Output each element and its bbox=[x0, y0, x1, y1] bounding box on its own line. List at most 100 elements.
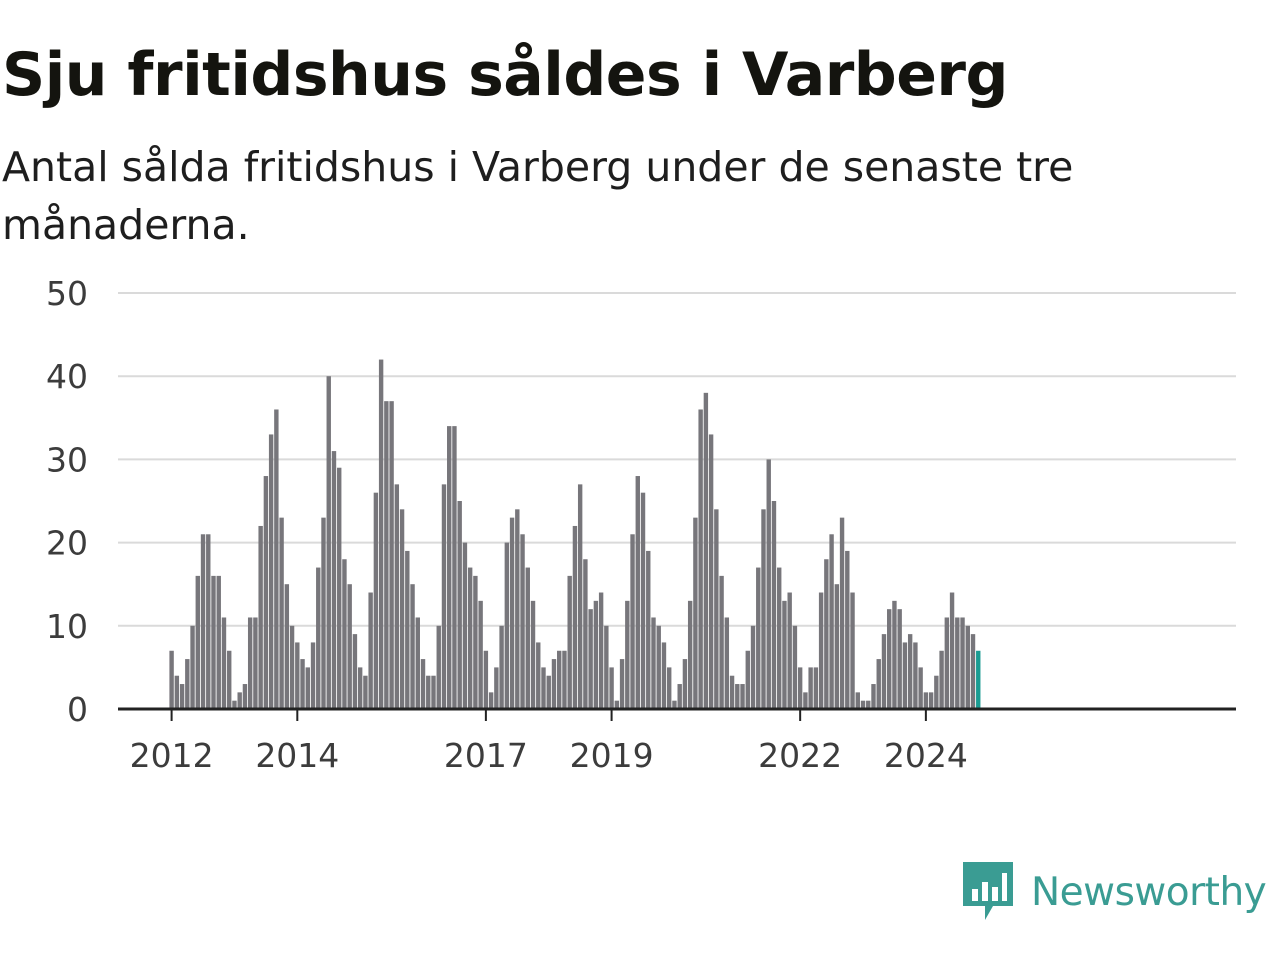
bar bbox=[598, 592, 604, 709]
y-tick-label: 0 bbox=[67, 690, 88, 729]
bar bbox=[399, 509, 405, 709]
bar bbox=[389, 401, 394, 709]
axes bbox=[118, 707, 1236, 721]
bar bbox=[871, 684, 876, 709]
x-tick-label: 2017 bbox=[444, 736, 528, 775]
bar bbox=[682, 659, 688, 709]
bar bbox=[703, 392, 709, 709]
bar bbox=[279, 517, 284, 709]
bar bbox=[881, 634, 887, 709]
bar bbox=[410, 584, 415, 709]
bar bbox=[221, 617, 227, 709]
y-tick-label: 30 bbox=[46, 440, 88, 479]
bar bbox=[331, 451, 337, 709]
x-tick-label: 2024 bbox=[884, 736, 968, 775]
bar bbox=[295, 642, 300, 709]
bar bbox=[619, 659, 625, 709]
bar bbox=[918, 667, 923, 709]
bar bbox=[426, 675, 431, 709]
bar bbox=[672, 700, 677, 709]
bar bbox=[530, 600, 536, 709]
bars bbox=[169, 359, 981, 709]
bar bbox=[300, 659, 305, 709]
bar bbox=[525, 567, 530, 709]
bar bbox=[326, 376, 331, 709]
bar bbox=[310, 642, 316, 709]
bar bbox=[321, 517, 326, 709]
bar bbox=[845, 550, 850, 709]
bar bbox=[462, 542, 468, 709]
bar bbox=[803, 692, 808, 709]
bar bbox=[593, 600, 599, 709]
bar bbox=[939, 650, 944, 709]
bar bbox=[892, 600, 897, 709]
bar bbox=[483, 650, 489, 709]
bar bbox=[766, 459, 771, 709]
y-tick-label: 10 bbox=[46, 607, 88, 646]
bar bbox=[337, 467, 342, 709]
bar bbox=[934, 675, 939, 709]
y-tick-label: 40 bbox=[46, 357, 88, 396]
bar bbox=[761, 509, 766, 709]
bar bbox=[268, 434, 274, 709]
bar bbox=[206, 534, 211, 709]
bar bbox=[787, 592, 792, 709]
bar bbox=[415, 617, 420, 709]
value-label-last: 7 bbox=[980, 260, 1001, 268]
bar bbox=[866, 700, 871, 709]
bar bbox=[305, 667, 310, 709]
bar bbox=[431, 675, 436, 709]
bar bbox=[724, 617, 730, 709]
bar bbox=[378, 359, 384, 709]
bar bbox=[174, 675, 180, 709]
bar bbox=[756, 567, 761, 709]
bar bbox=[656, 625, 661, 709]
bar bbox=[777, 567, 782, 709]
bar bbox=[949, 592, 955, 709]
bar bbox=[661, 642, 667, 709]
bar bbox=[169, 650, 174, 709]
bar bbox=[923, 692, 929, 709]
bar bbox=[708, 434, 714, 709]
bar bbox=[651, 617, 656, 709]
bar bbox=[263, 476, 269, 709]
bar bbox=[667, 667, 672, 709]
bar bbox=[232, 700, 237, 709]
labels: 0 10 20 30 40 50 2012 2014 2017 2019 2022 2024 7 bbox=[46, 260, 1001, 775]
bar bbox=[687, 600, 693, 709]
bar bbox=[855, 692, 860, 709]
brand-name: Newsworthy bbox=[1031, 869, 1267, 915]
bar bbox=[897, 609, 902, 709]
brand-logo: Newsworthy bbox=[963, 862, 1267, 922]
bar bbox=[965, 625, 970, 709]
bar bbox=[368, 592, 373, 709]
bar bbox=[436, 625, 441, 709]
bar bbox=[818, 592, 824, 709]
bar bbox=[515, 509, 520, 709]
bar bbox=[247, 617, 253, 709]
bar bbox=[509, 517, 515, 709]
bar bbox=[771, 501, 777, 709]
bar bbox=[494, 667, 499, 709]
bar bbox=[405, 550, 410, 709]
x-tick-label: 2014 bbox=[255, 736, 339, 775]
bar bbox=[253, 617, 258, 709]
bar bbox=[190, 625, 195, 709]
bar bbox=[646, 550, 651, 709]
bar bbox=[887, 609, 892, 709]
bar-highlighted bbox=[976, 650, 981, 709]
bar bbox=[452, 426, 457, 709]
bar bbox=[625, 600, 630, 709]
chart-title: Sju fritidshus såldes i Varberg bbox=[2, 40, 1008, 110]
bar bbox=[227, 650, 232, 709]
bar bbox=[357, 667, 363, 709]
bar bbox=[698, 409, 703, 709]
bar bbox=[347, 584, 352, 709]
bar bbox=[478, 600, 483, 709]
bar bbox=[693, 517, 698, 709]
bar bbox=[420, 659, 426, 709]
bar bbox=[960, 617, 965, 709]
bar bbox=[373, 492, 379, 709]
bar bbox=[342, 559, 347, 709]
bar bbox=[588, 609, 593, 709]
